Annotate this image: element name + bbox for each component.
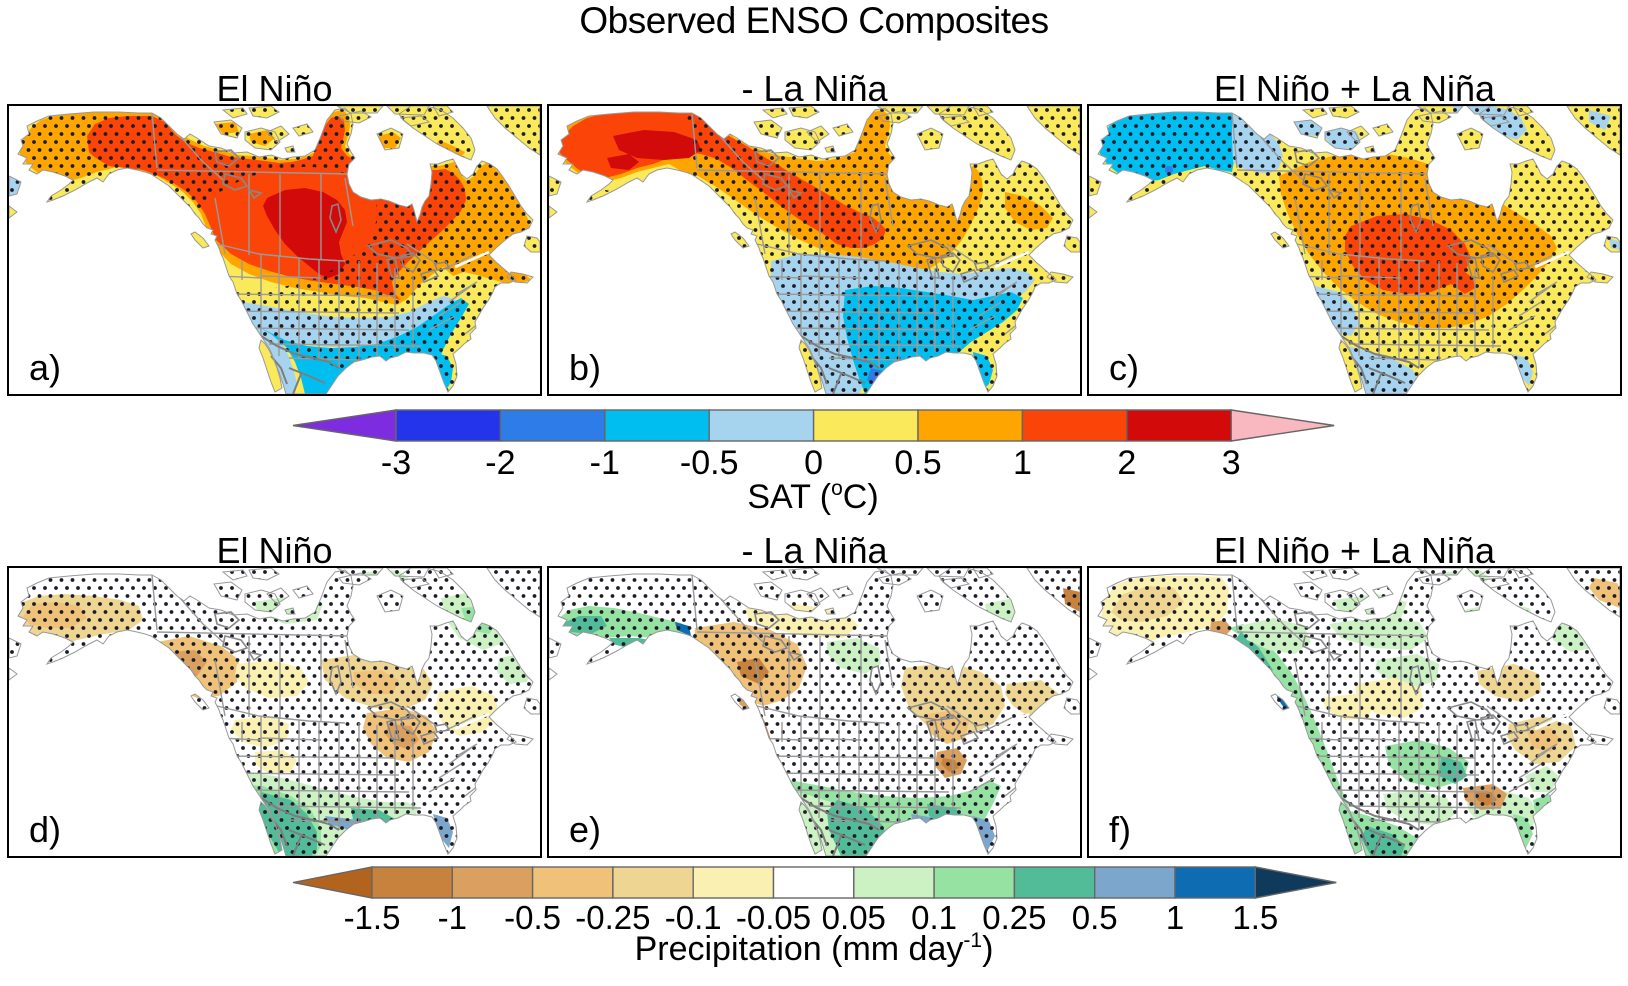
svg-text:b): b) <box>569 347 601 388</box>
svg-text:a): a) <box>29 347 61 388</box>
svg-text:0.1: 0.1 <box>911 899 957 936</box>
svg-text:-2: -2 <box>485 444 515 482</box>
svg-text:0.5: 0.5 <box>894 444 941 482</box>
svg-text:-0.1: -0.1 <box>665 899 722 936</box>
svg-text:1: 1 <box>1166 899 1184 936</box>
svg-text:d): d) <box>29 809 61 850</box>
svg-text:0: 0 <box>804 444 823 482</box>
svg-text:0.5: 0.5 <box>1072 899 1118 936</box>
svg-text:2: 2 <box>1117 444 1136 482</box>
svg-text:-0.05: -0.05 <box>736 899 811 936</box>
svg-text:-0.5: -0.5 <box>680 444 739 482</box>
svg-text:1: 1 <box>1013 444 1032 482</box>
svg-text:-1: -1 <box>438 899 467 936</box>
svg-text:e): e) <box>569 809 601 850</box>
svg-text:f): f) <box>1109 809 1131 850</box>
svg-text:-0.25: -0.25 <box>575 899 650 936</box>
svg-text:Precipitation (mm day-1): Precipitation (mm day-1) <box>635 929 994 968</box>
svg-text:0.05: 0.05 <box>822 899 886 936</box>
svg-text:1.5: 1.5 <box>1232 899 1278 936</box>
svg-text:-3: -3 <box>381 444 411 482</box>
svg-text:-1.5: -1.5 <box>344 899 401 936</box>
svg-text:0.25: 0.25 <box>982 899 1046 936</box>
svg-text:-0.5: -0.5 <box>504 899 561 936</box>
svg-text:c): c) <box>1109 347 1139 388</box>
svg-text:SAT (oC): SAT (oC) <box>747 477 878 516</box>
svg-text:3: 3 <box>1222 444 1241 482</box>
svg-text:-1: -1 <box>590 444 620 482</box>
